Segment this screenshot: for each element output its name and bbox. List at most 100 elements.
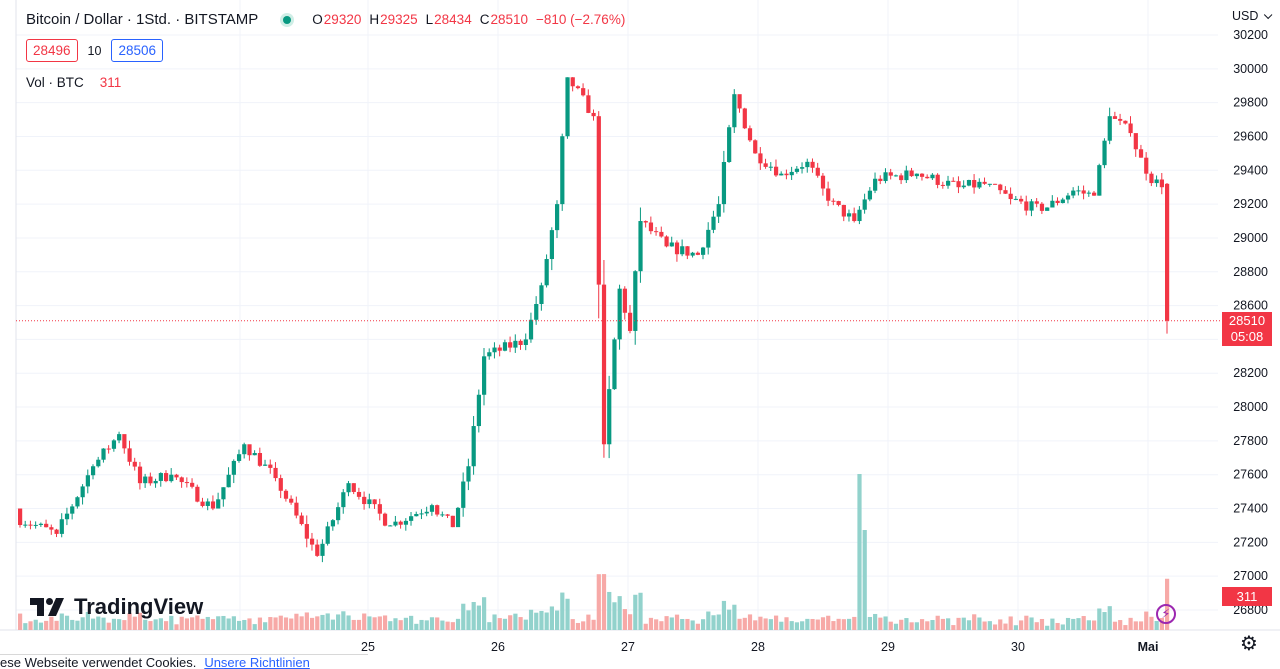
- volume-bar: [883, 616, 888, 630]
- time-axis[interactable]: 25 26 27 28 29 30 Mai: [361, 640, 1158, 654]
- volume-bar: [372, 617, 377, 630]
- time-tick-label: 29: [881, 640, 895, 654]
- candle-body: [1034, 201, 1039, 204]
- currency-selector[interactable]: USD: [1232, 9, 1269, 23]
- candle-body: [622, 288, 627, 313]
- symbol-title[interactable]: Bitcoin / Dollar · 1Std. · BITSTAMP: [26, 11, 259, 28]
- volume-bar: [690, 620, 695, 630]
- candle-body: [492, 347, 497, 353]
- volume-bar: [867, 616, 873, 630]
- candle-body: [1097, 165, 1102, 196]
- candle-body: [852, 213, 857, 222]
- price-tick-label: 27400: [1233, 502, 1268, 516]
- candle-body: [247, 444, 252, 456]
- candle-body: [482, 356, 487, 395]
- candle-body: [982, 181, 987, 184]
- volume-bar: [982, 621, 987, 630]
- volume-bar: [398, 620, 403, 630]
- volume-bar: [476, 605, 481, 630]
- volume-bar: [362, 613, 367, 630]
- volume-bar: [59, 613, 64, 630]
- candle-body: [325, 526, 330, 544]
- volume-bar: [195, 615, 200, 630]
- volume-bar: [987, 621, 992, 630]
- volume-bar: [784, 617, 789, 630]
- candle-body: [534, 304, 539, 320]
- price-tick-label: 27200: [1233, 535, 1268, 549]
- bid-ask-row: 28496 10 28506: [26, 39, 163, 62]
- candle-body: [763, 163, 768, 167]
- volume-bar: [966, 620, 972, 630]
- price-tick-label: 27600: [1233, 468, 1268, 482]
- candle-body: [23, 524, 28, 526]
- candle-body: [528, 319, 534, 340]
- candle-body: [753, 140, 758, 154]
- volume-bar: [836, 618, 841, 630]
- candle-body: [836, 201, 841, 205]
- candle-body: [560, 136, 565, 205]
- volume-bar: [857, 474, 862, 630]
- volume-bar: [753, 620, 758, 630]
- open-value: 29320: [323, 12, 362, 27]
- cookie-policy-link[interactable]: Unsere Richtlinien: [204, 655, 310, 669]
- volume-bar: [674, 614, 680, 630]
- time-tick-label: 27: [621, 640, 635, 654]
- candle-body: [403, 520, 409, 525]
- candle-body: [627, 312, 633, 331]
- candle-body: [893, 175, 899, 177]
- volume-bar: [549, 606, 554, 630]
- candle-body: [862, 199, 867, 210]
- volume-bar: [601, 574, 607, 630]
- sell-price-button[interactable]: 28496: [26, 39, 78, 62]
- candle-body: [721, 162, 727, 205]
- tradingview-logo[interactable]: TradingView: [30, 594, 203, 620]
- candle-body: [1107, 116, 1112, 141]
- candle-body: [315, 544, 320, 556]
- candle-body: [539, 285, 544, 305]
- volume-bar: [252, 624, 257, 630]
- candle-body: [575, 86, 581, 89]
- volume-legend[interactable]: Vol · BTC 311: [26, 75, 121, 90]
- candle-body: [581, 88, 586, 96]
- market-status-dot-icon[interactable]: [280, 12, 295, 27]
- candle-body: [966, 179, 972, 186]
- buy-price-button[interactable]: 28506: [111, 39, 163, 62]
- candle-body: [419, 513, 424, 515]
- volume-bar: [1008, 616, 1013, 630]
- candle-body: [96, 459, 101, 467]
- candle-body: [742, 108, 747, 129]
- candle-body: [669, 242, 674, 247]
- lightning-icon[interactable]: ⚡: [1156, 604, 1176, 624]
- volume-bar: [1071, 618, 1076, 630]
- volume-bar: [779, 621, 784, 630]
- price-tick-label: 29400: [1233, 163, 1268, 177]
- gear-icon[interactable]: ⚙: [1240, 633, 1258, 655]
- price-tick-label: 28000: [1233, 400, 1268, 414]
- candles: [18, 77, 1170, 563]
- candle-body: [570, 77, 575, 87]
- volume-bar: [914, 622, 919, 630]
- volume-bar: [513, 613, 518, 630]
- candle-body: [601, 284, 607, 445]
- candle-body: [190, 482, 195, 487]
- ohlc-values: O29320 H29325 L28434 C28510 −810 (−2.76%…: [312, 12, 625, 27]
- chart-grid: [0, 0, 1280, 631]
- candle-body: [711, 216, 716, 230]
- candle-body: [1123, 120, 1128, 124]
- candle-body: [1003, 190, 1008, 194]
- candle-body: [1112, 116, 1118, 119]
- volume-bar: [575, 622, 581, 630]
- candle-body: [101, 448, 106, 460]
- volume-bar: [972, 614, 977, 630]
- volume-bar: [283, 617, 289, 630]
- volume-bar: [846, 618, 852, 630]
- volume-bar: [951, 625, 956, 630]
- volume-bar: [763, 618, 768, 630]
- candle-body: [794, 168, 800, 172]
- candle-body: [362, 496, 367, 505]
- candle-body: [1024, 201, 1029, 211]
- volume-bar: [424, 620, 429, 630]
- candle-body: [502, 342, 508, 351]
- volume-bar: [560, 592, 565, 630]
